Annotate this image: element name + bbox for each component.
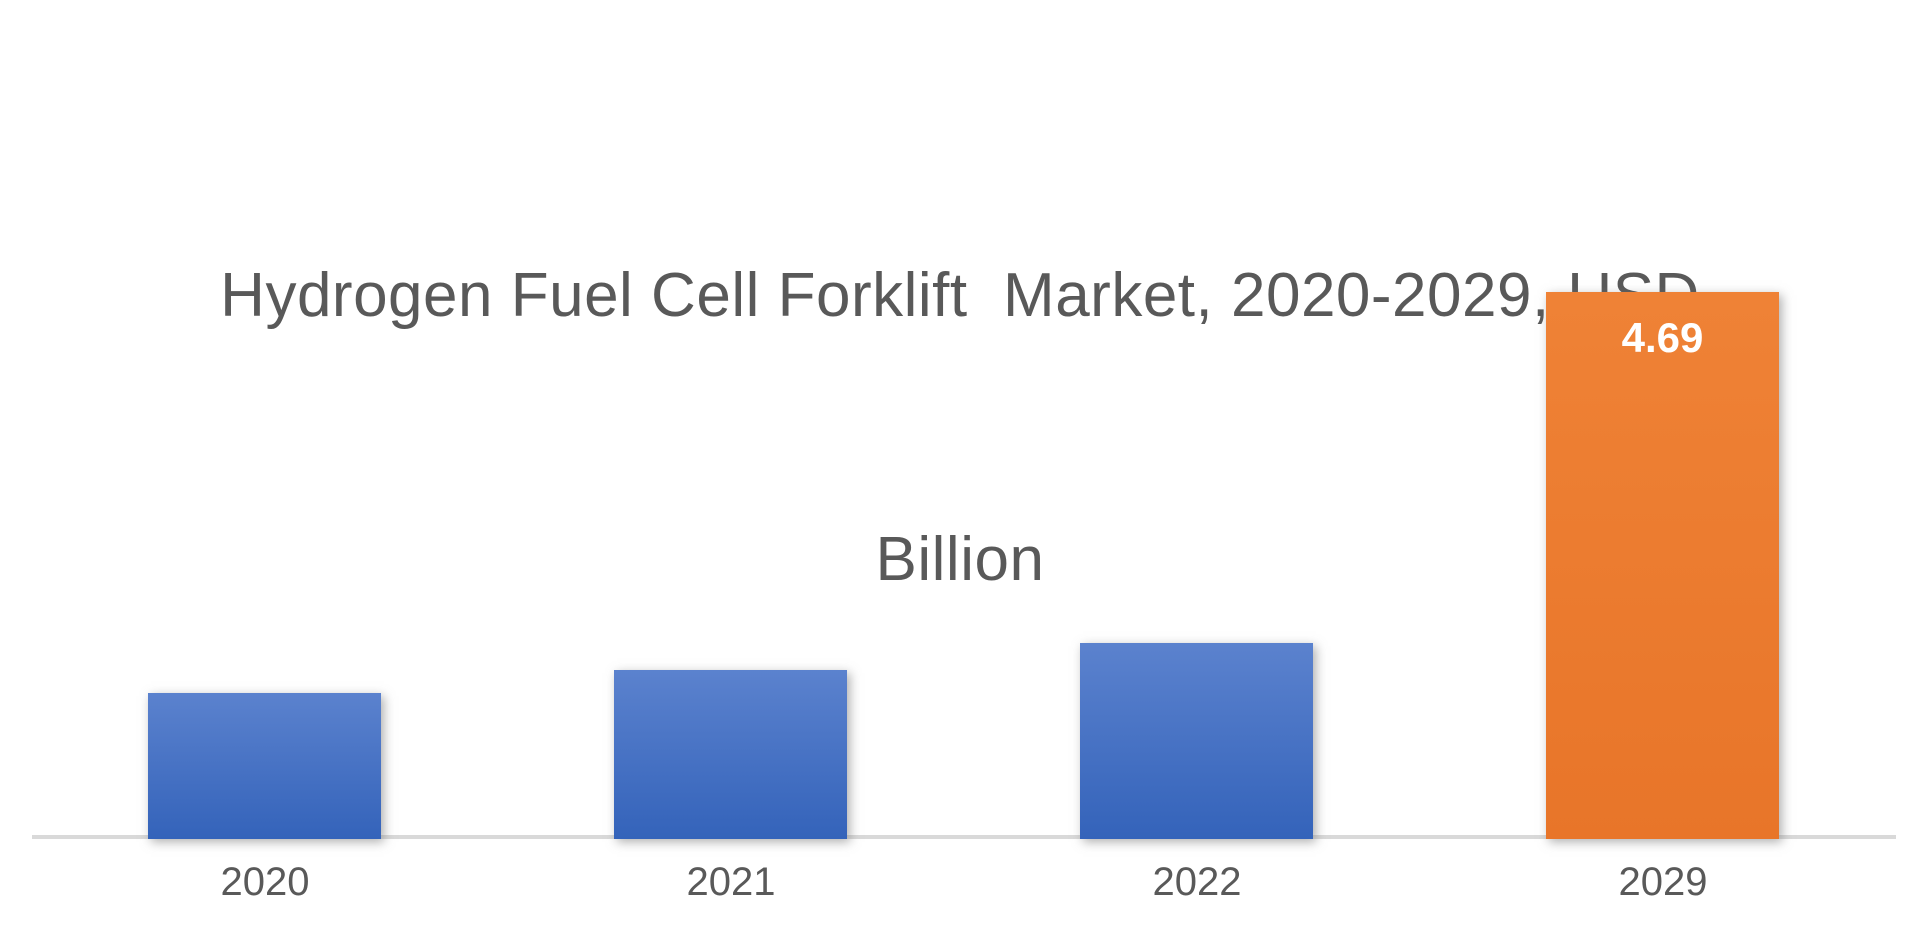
bar-value-label-2029: 4.69 [1621,314,1704,361]
bar-column-2021: 2021 [498,0,964,943]
bar-column-2022: 2022 [964,0,1430,943]
x-axis-label-2029: 2029 [1618,860,1708,904]
chart-title-line1: Hydrogen Fuel Cell Forklift Market, 2020… [220,261,1700,330]
bar-2022 [1080,643,1313,839]
bar-2021 [614,670,847,839]
bar-column-2029: 4.69 2029 [1430,0,1896,943]
bar-2020 [148,693,381,839]
chart-title: Hydrogen Fuel Cell Forklift Market, 2020… [0,76,1920,780]
bar-column-2020: 2020 [32,0,498,943]
x-axis-line [32,835,1896,839]
bar-2029: 4.69 [1546,292,1779,839]
x-axis-label-2020: 2020 [220,860,310,904]
x-axis-label-2022: 2022 [1152,860,1242,904]
x-axis-label-2021: 2021 [686,860,776,904]
chart-title-line2: Billion [875,525,1045,594]
